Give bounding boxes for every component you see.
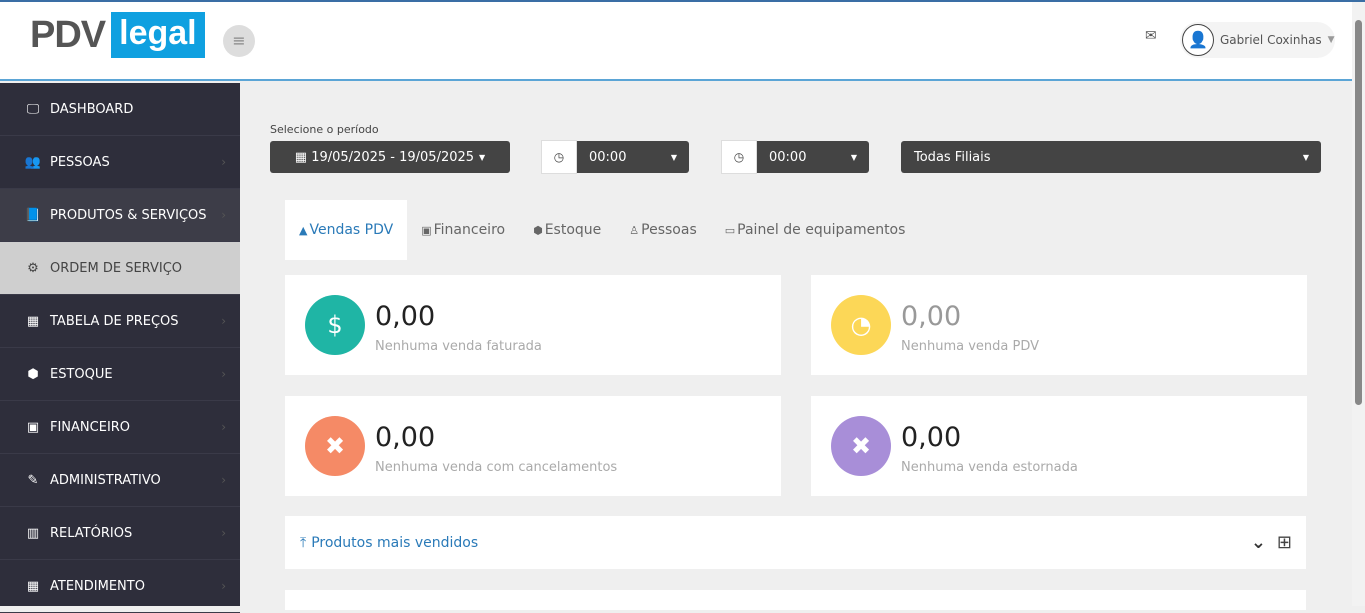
menu-icon: 🖵 [26, 101, 40, 117]
tab-icon: ♙ [629, 223, 640, 237]
time-start-select[interactable]: 00:00 ▼ [577, 141, 689, 173]
time-end-select[interactable]: 00:00 ▼ [757, 141, 869, 173]
menu-icon: ▣ [26, 419, 40, 435]
stat-value: 0,00 [375, 301, 436, 332]
stat-value: 0,00 [901, 422, 962, 453]
stat-value: 0,00 [375, 422, 436, 453]
upload-icon: ⤒ [300, 534, 307, 551]
tab-icon: ⬢ [533, 223, 543, 237]
caret-down-icon: ▼ [1302, 152, 1309, 162]
user-name: Gabriel Coxinhas [1220, 33, 1322, 47]
sidebar-item-financeiro[interactable]: ▣ FINANCEIRO › [0, 401, 240, 454]
sidebar-item-label: ORDEM DE SERVIÇO [50, 260, 183, 276]
clock-icon: ◷ [541, 140, 577, 174]
sidebar-item-label: RELATÓRIOS [50, 525, 133, 541]
hamburger-icon[interactable]: ≡ [223, 25, 255, 57]
logo[interactable]: PDV legal [30, 12, 205, 58]
menu-icon: 👥 [24, 154, 42, 170]
menu-icon: ⬢ [27, 366, 39, 382]
caret-down-icon: ▼ [850, 152, 857, 162]
date-range-picker[interactable]: ▦ 19/05/2025 - 19/05/2025 ▼ [270, 141, 510, 173]
chevron-down-icon[interactable]: ⌄ [1250, 532, 1266, 553]
sidebar-item-label: ATENDIMENTO [50, 578, 145, 594]
sidebar-item-produtos-serviços[interactable]: 📘 PRODUTOS & SERVIÇOS › [0, 189, 240, 242]
stat-card: ✖ 0,00 Nenhuma venda estornada [811, 396, 1307, 496]
top-products-panel[interactable]: ⤒ Produtos mais vendidos ⌄ ⊞ [285, 516, 1306, 569]
tab-estoque[interactable]: ⬢ Estoque [533, 222, 602, 238]
stat-description: Nenhuma venda com cancelamentos [375, 460, 618, 475]
top-border [0, 0, 1365, 2]
envelope-icon[interactable]: ✉ [1145, 28, 1157, 44]
menu-icon: ▦ [26, 578, 40, 594]
stat-description: Nenhuma venda estornada [901, 460, 1078, 475]
close-icon: ✖ [831, 416, 891, 476]
sidebar-item-atendimento[interactable]: ▦ ATENDIMENTO › [0, 560, 240, 613]
sidebar-item-estoque[interactable]: ⬢ ESTOQUE › [0, 348, 240, 401]
stat-value: 0,00 [901, 301, 962, 332]
sidebar-item-dashboard[interactable]: 🖵 DASHBOARD [0, 83, 240, 136]
sidebar-item-label: ADMINISTRATIVO [50, 472, 161, 488]
sidebar-item-label: ESTOQUE [50, 366, 113, 382]
caret-down-icon: ▼ [670, 152, 677, 162]
menu-icon: ⚙ [27, 260, 39, 276]
tab-pessoas[interactable]: ♙ Pessoas [629, 222, 697, 238]
scrollbar[interactable] [1352, 2, 1365, 606]
stat-description: Nenhuma venda faturada [375, 339, 542, 354]
scrollbar-thumb[interactable] [1355, 20, 1362, 405]
sidebar-item-label: PRODUTOS & SERVIÇOS [50, 207, 207, 223]
sidebar-item-label: TABELA DE PREÇOS [50, 313, 179, 329]
tab-vendas-pdv[interactable]: ▲ Vendas PDV [285, 200, 408, 260]
sidebar-item-relatórios[interactable]: ▥ RELATÓRIOS › [0, 507, 240, 560]
sidebar-item-pessoas[interactable]: 👥 PESSOAS › [0, 136, 240, 189]
sidebar-item-tabela-de-preços[interactable]: ▦ TABELA DE PREÇOS › [0, 295, 240, 348]
chevron-right-icon: › [221, 579, 226, 593]
stat-card: ◔ 0,00 Nenhuma venda PDV [811, 275, 1307, 375]
chevron-right-icon: › [221, 420, 226, 434]
clock-icon: ◷ [721, 140, 757, 174]
menu-icon: ▦ [26, 313, 40, 329]
caret-down-icon: ▼ [1327, 35, 1335, 45]
sidebar-item-ordem-de-serviço[interactable]: ⚙ ORDEM DE SERVIÇO [0, 242, 240, 295]
dashboard-gauge-icon: ◔ [831, 295, 891, 355]
chevron-right-icon: › [221, 155, 226, 169]
tab-icon: ▲ [299, 223, 308, 237]
sidebar-item-label: FINANCEIRO [50, 419, 131, 435]
stat-card: ✖ 0,00 Nenhuma venda com cancelamentos [285, 396, 781, 496]
period-label: Selecione o período [270, 123, 379, 136]
avatar: 👤 [1182, 24, 1214, 56]
sidebar-item-label: DASHBOARD [50, 101, 134, 117]
menu-icon: 📘 [24, 207, 42, 223]
tab-financeiro[interactable]: ▣ Financeiro [421, 222, 506, 238]
branch-select[interactable]: Todas Filiais ▼ [901, 141, 1321, 173]
calendar-icon: ▦ [294, 149, 312, 165]
dashboard-tabs: ▲ Vendas PDV ▣ Financeiro ⬢ Estoque ♙ Pessoas ▭ P… [285, 200, 919, 260]
sidebar-item-label: PESSOAS [50, 154, 110, 170]
chevron-right-icon: › [221, 526, 226, 540]
tab-icon: ▭ [724, 223, 736, 237]
chevron-right-icon: › [221, 208, 226, 222]
chevron-right-icon: › [221, 367, 226, 381]
menu-icon: ▥ [26, 525, 40, 541]
user-menu[interactable]: 👤 Gabriel Coxinhas ▼ [1180, 22, 1335, 58]
stat-description: Nenhuma venda PDV [901, 339, 1039, 354]
expand-plus-icon[interactable]: ⊞ [1276, 532, 1292, 553]
chevron-right-icon: › [221, 473, 226, 487]
money-icon: $ [305, 295, 365, 355]
close-icon: ✖ [305, 416, 365, 476]
stat-card: $0,00 Nenhuma venda faturada [285, 275, 781, 375]
tab-painel-de-equipamentos[interactable]: ▭ Painel de equipamentos [724, 222, 906, 238]
tab-icon: ▣ [421, 223, 432, 237]
header: PDV legal ≡ ✉ 👤 Gabriel Coxinhas ▼ [0, 2, 1352, 81]
sidebar-item-administrativo[interactable]: ✎ ADMINISTRATIVO › [0, 454, 240, 507]
next-panel [285, 590, 1306, 610]
chevron-right-icon: › [221, 314, 226, 328]
caret-down-icon: ▼ [479, 152, 486, 162]
menu-icon: ✎ [27, 472, 39, 488]
sidebar: 🖵 DASHBOARD 👥 PESSOAS › 📘 PRODUTOS & SERVIÇOS ›… [0, 83, 240, 613]
